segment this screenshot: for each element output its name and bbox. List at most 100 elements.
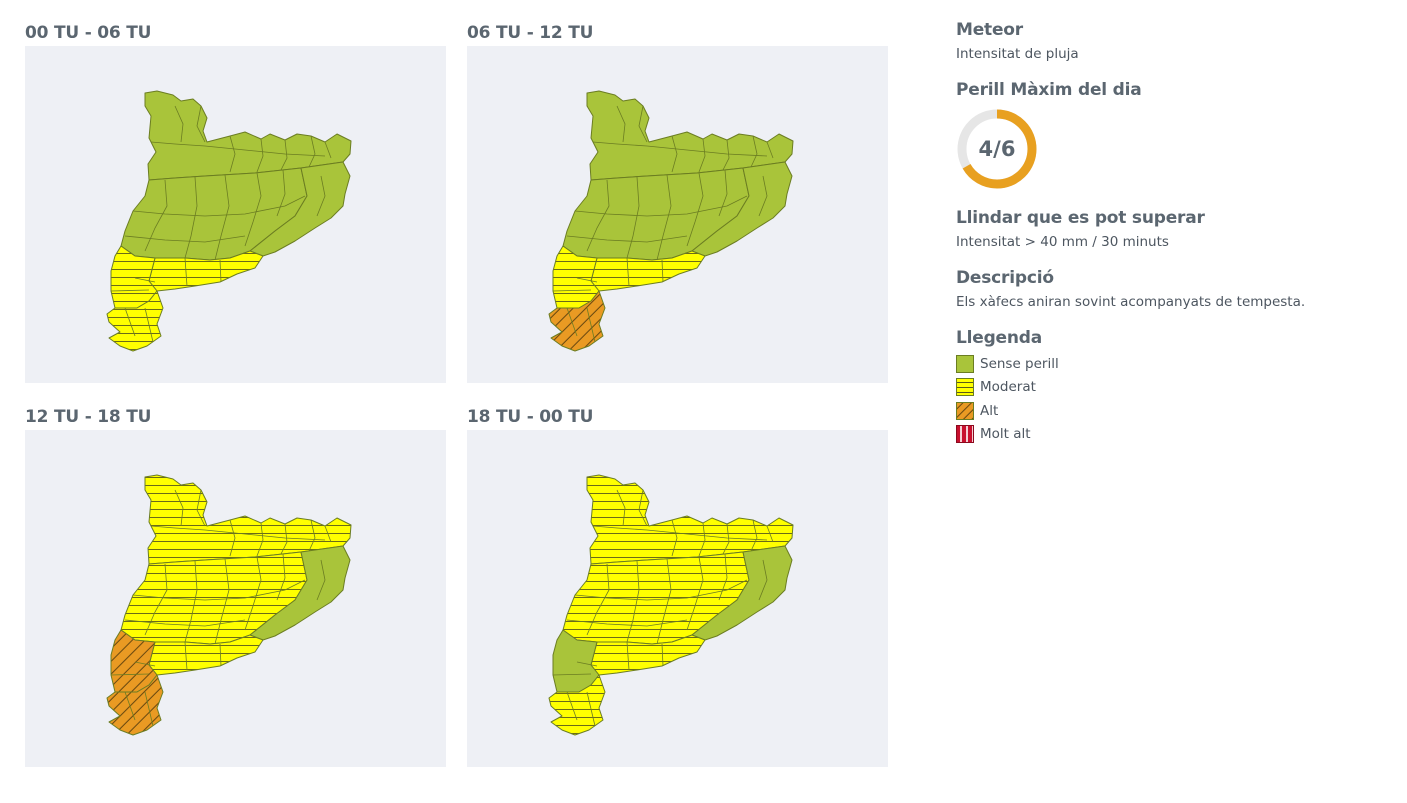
gauge-arc — [957, 109, 1037, 189]
comarca-border — [626, 560, 640, 643]
map-panel-18-00: 18 TU - 00 TU — [467, 404, 888, 767]
comarca-border — [661, 259, 664, 283]
comarca-border — [308, 519, 316, 552]
comarca-border — [124, 307, 136, 337]
comarca-border — [586, 563, 610, 636]
comarca-border — [574, 579, 748, 601]
comarca-border — [280, 139, 288, 171]
map-box — [25, 46, 446, 383]
catalonia-map[interactable] — [467, 46, 888, 383]
legend-swatch-sense — [956, 354, 974, 373]
map-zones — [548, 90, 794, 352]
gauge-value: 4/6 — [978, 137, 1016, 161]
comarca-border — [214, 174, 230, 261]
panel-title: 12 TU - 18 TU — [25, 407, 152, 427]
legend-item-alt: Alt — [956, 399, 1376, 423]
comarca-border — [566, 307, 578, 337]
zone-coast[interactable] — [590, 634, 706, 676]
catalonia-map[interactable] — [467, 430, 888, 767]
zone-coast[interactable] — [148, 250, 264, 292]
comarca-border — [144, 691, 154, 727]
comarca-border — [144, 563, 168, 636]
comarca-border — [324, 141, 332, 159]
comarca-border — [308, 135, 316, 168]
zone-east[interactable] — [249, 161, 351, 257]
comarca-border — [574, 195, 748, 217]
meteor-heading: Meteor — [956, 20, 1023, 40]
zone-delta[interactable] — [548, 674, 606, 736]
comarca-border — [722, 139, 730, 171]
descripcio-value: Els xàfecs aniran sovint acompanyats de … — [956, 294, 1306, 310]
comarca-border — [150, 525, 326, 541]
zone-delta[interactable] — [106, 290, 164, 352]
zone-east[interactable] — [691, 161, 793, 257]
comarca-border — [750, 135, 758, 168]
comarca-borders — [552, 105, 774, 343]
comarca-border — [566, 619, 688, 627]
danger-gauge: 4/6 — [956, 108, 1038, 190]
comarca-border — [552, 673, 592, 676]
comarca-border — [656, 558, 672, 645]
comarca-border — [718, 169, 728, 217]
comarca-border — [638, 105, 648, 143]
zone-north[interactable] — [144, 90, 352, 181]
comarca-border — [184, 176, 198, 259]
zone-delta[interactable] — [548, 290, 606, 352]
zone-delta[interactable] — [106, 674, 164, 736]
comarca-border — [134, 661, 156, 667]
meteor-section: Meteor Intensitat de pluja — [956, 20, 1376, 62]
comarca-border — [626, 641, 630, 671]
llindar-section: Llindar que es pot superar Intensitat > … — [956, 208, 1376, 250]
legend-item-moderat: Moderat — [956, 376, 1376, 400]
comarca-border — [586, 307, 596, 343]
map-panel-00-06: 00 TU - 06 TU — [25, 20, 446, 383]
comarca-border — [722, 523, 730, 555]
comarca-border — [698, 138, 706, 173]
perill-section: Perill Màxim del dia 4/6 — [956, 80, 1376, 190]
comarca-border — [766, 141, 774, 159]
comarca-border — [124, 691, 136, 721]
comarca-borders — [110, 489, 332, 727]
catalonia-map[interactable] — [25, 46, 446, 383]
zone-north[interactable] — [586, 474, 794, 565]
comarca-border — [576, 661, 598, 667]
llegenda-heading: Llegenda — [956, 328, 1043, 348]
comarca-border — [566, 235, 688, 243]
map-zones — [106, 90, 352, 352]
zone-coast[interactable] — [148, 634, 264, 676]
legend-label: Alt — [980, 402, 999, 419]
comarca-border — [132, 195, 306, 217]
comarca-border — [184, 560, 198, 643]
legend-item-sense: Sense perill — [956, 352, 1376, 376]
legend-label: Molt alt — [980, 426, 1031, 443]
map-panel-06-12: 06 TU - 12 TU — [467, 20, 888, 383]
zone-east[interactable] — [691, 545, 793, 641]
comarca-border — [256, 522, 264, 557]
comarca-border — [324, 525, 332, 543]
comarca-border — [184, 641, 188, 671]
comarca-border — [616, 105, 626, 143]
comarca-border — [638, 489, 648, 527]
llegenda-section: Llegenda Sense perill Moderat Alt Molt a… — [956, 328, 1376, 446]
comarca-border — [174, 489, 184, 527]
zone-north[interactable] — [144, 474, 352, 565]
comarca-border — [592, 141, 768, 157]
zone-coast[interactable] — [590, 250, 706, 292]
comarca-border — [671, 135, 678, 173]
comarca-border — [316, 559, 326, 601]
zone-east[interactable] — [249, 545, 351, 641]
comarca-border — [750, 519, 758, 552]
comarca-border — [144, 307, 154, 343]
comarca-border — [244, 556, 262, 631]
meteor-value: Intensitat de pluja — [956, 46, 1079, 62]
comarca-border — [616, 489, 626, 527]
zone-north[interactable] — [586, 90, 794, 181]
comarca-border — [766, 525, 774, 543]
comarca-border — [686, 556, 704, 631]
comarca-border — [698, 522, 706, 557]
catalonia-map[interactable] — [25, 430, 446, 767]
comarca-border — [592, 525, 768, 541]
legend-label: Sense perill — [980, 355, 1059, 372]
comarca-border — [150, 141, 326, 157]
map-box — [467, 430, 888, 767]
